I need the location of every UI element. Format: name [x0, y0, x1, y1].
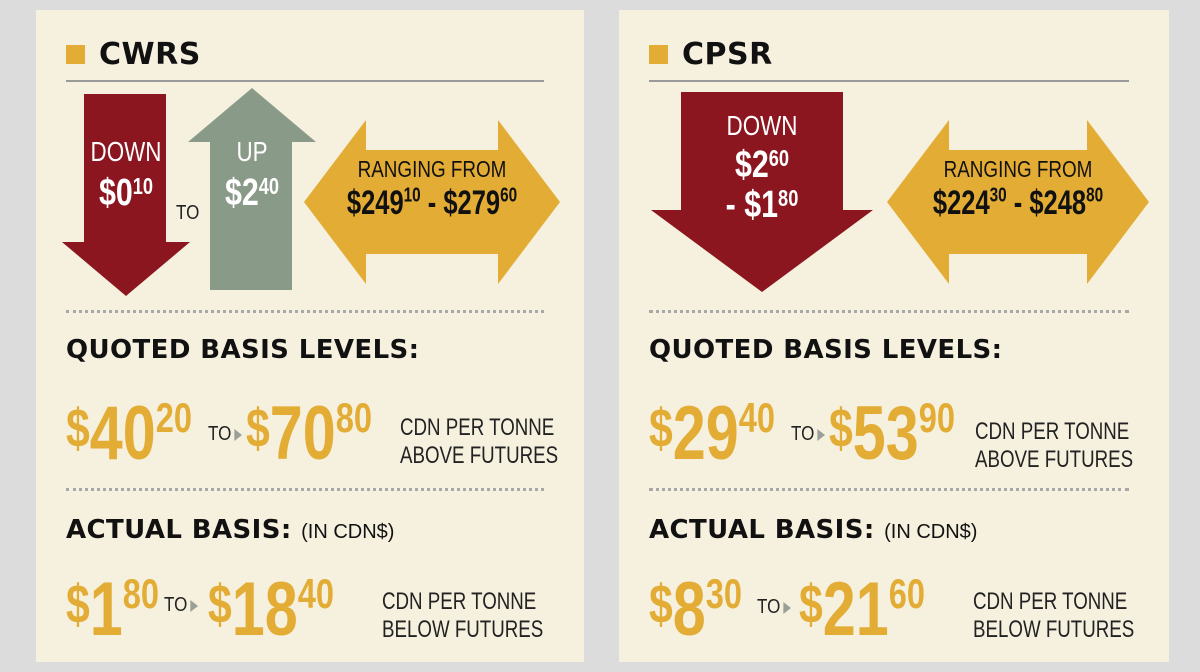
cwrs-actual-to: TO — [164, 594, 199, 617]
small-triangle-icon — [783, 601, 792, 614]
cwrs-header: CWRS — [66, 36, 201, 72]
cwrs-title: CWRS — [99, 36, 201, 72]
cpsr-panel: CPSR DOWN $260 - $180 RANGING FROM $2243… — [619, 10, 1169, 662]
cpsr-actual-high: $2160 — [799, 567, 925, 652]
cwrs-range-values: $24910 - $27960 — [346, 184, 518, 222]
bullet-square-icon — [66, 44, 85, 64]
cwrs-up-label: UP — [236, 136, 268, 167]
cpsr-range-values: $22430 - $24880 — [932, 184, 1104, 222]
cwrs-range: RANGING FROM $24910 - $27960 — [304, 158, 560, 225]
cwrs-actual-high: $1840 — [208, 567, 334, 652]
cpsr-actual-heading: ACTUAL BASIS: (IN CDN$) — [649, 515, 978, 545]
cpsr-actual-low: $830 — [649, 567, 742, 652]
cwrs-panel: CWRS DOWN $010 TO UP $240 RANGING FROM $… — [36, 10, 584, 662]
cwrs-quoted-desc: CDN PER TONNE ABOVE FUTURES — [400, 414, 559, 469]
cpsr-quoted-high: $5390 — [829, 391, 955, 476]
cpsr-range: RANGING FROM $22430 - $24880 — [887, 158, 1149, 225]
cwrs-range-label: RANGING FROM — [357, 156, 507, 182]
up-arrow-icon — [188, 88, 316, 290]
down-arrow-icon — [651, 92, 873, 292]
cpsr-header: CPSR — [649, 36, 773, 72]
cwrs-to-label: TO — [176, 202, 200, 224]
cwrs-up-amount: $240 — [224, 172, 280, 214]
cpsr-down-amount2: - $180 — [725, 183, 799, 226]
cpsr-quoted-heading: QUOTED BASIS LEVELS: — [649, 335, 1003, 365]
header-rule — [66, 80, 544, 82]
cwrs-down-text: DOWN $010 — [83, 138, 169, 214]
header-rule — [649, 80, 1129, 82]
cwrs-quoted-to: TO — [208, 423, 243, 446]
cpsr-down-amount: $260 — [734, 144, 790, 186]
cwrs-up-text: UP $240 — [209, 138, 295, 214]
cwrs-quoted-heading: QUOTED BASIS LEVELS: — [66, 335, 420, 365]
cpsr-down-text: DOWN $260 - $180 — [697, 112, 827, 226]
cpsr-actual-desc: CDN PER TONNE BELOW FUTURES — [973, 588, 1135, 643]
cwrs-actual-desc: CDN PER TONNE BELOW FUTURES — [382, 588, 544, 643]
cwrs-actual-heading: ACTUAL BASIS: (IN CDN$) — [66, 515, 395, 545]
cwrs-down-label: DOWN — [90, 136, 162, 167]
cpsr-title: CPSR — [682, 36, 773, 72]
cpsr-quoted-desc: CDN PER TONNE ABOVE FUTURES — [975, 418, 1134, 473]
cwrs-down-amount: $010 — [98, 172, 154, 214]
small-triangle-icon — [817, 428, 826, 441]
small-triangle-icon — [190, 599, 199, 612]
cwrs-quoted-low: $4020 — [66, 391, 192, 476]
dotted-divider — [66, 310, 544, 313]
cwrs-quoted-high: $7080 — [246, 391, 372, 476]
double-arrow-icon — [304, 120, 560, 284]
small-triangle-icon — [234, 428, 243, 441]
dotted-divider — [66, 488, 544, 491]
double-arrow-icon — [887, 120, 1149, 284]
cpsr-range-label: RANGING FROM — [943, 156, 1093, 182]
dotted-divider — [649, 310, 1129, 313]
dotted-divider — [649, 488, 1129, 491]
cpsr-down-label: DOWN — [726, 110, 798, 141]
bullet-square-icon — [649, 44, 668, 64]
cpsr-actual-to: TO — [757, 596, 792, 619]
cwrs-actual-low: $180 — [66, 567, 159, 652]
down-arrow-icon — [62, 94, 190, 296]
cpsr-quoted-low: $2940 — [649, 391, 775, 476]
cpsr-quoted-to: TO — [791, 423, 826, 446]
